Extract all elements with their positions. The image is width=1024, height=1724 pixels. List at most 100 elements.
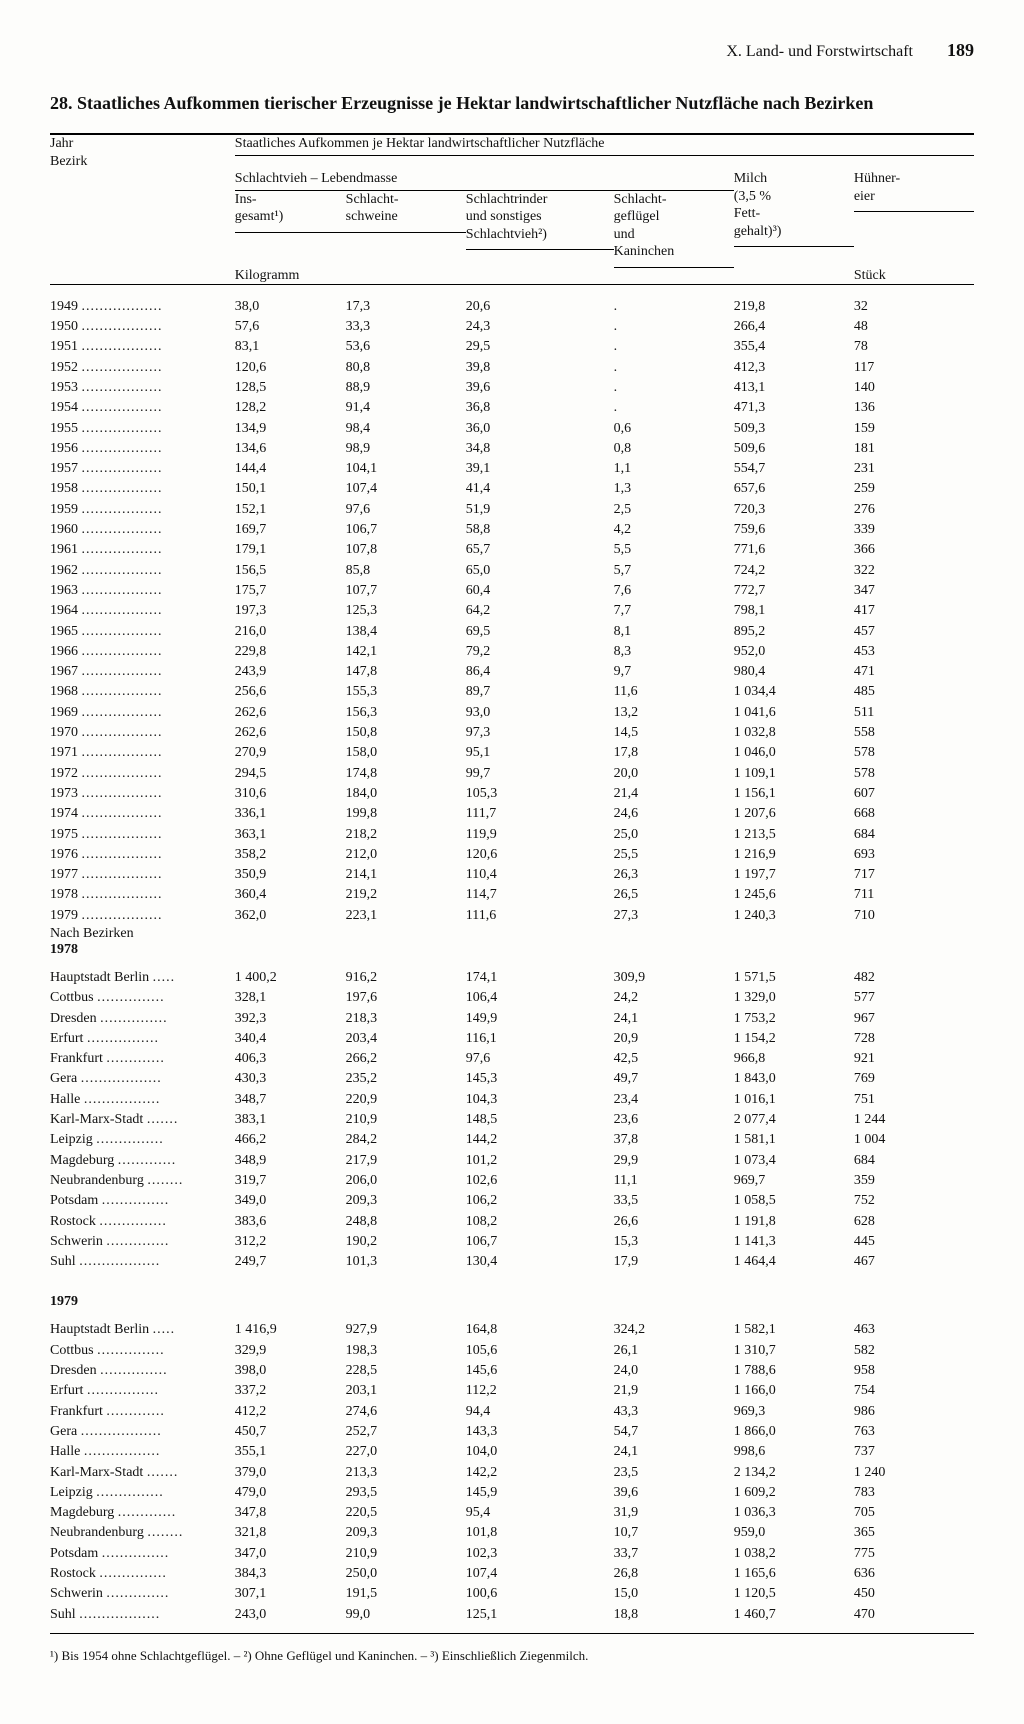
cell: 1 016,1 <box>734 1090 854 1110</box>
cell: 1 464,4 <box>734 1252 854 1272</box>
cell: 2,5 <box>614 500 734 520</box>
cell: 106,7 <box>466 1232 614 1252</box>
cell: 466,2 <box>235 1130 346 1150</box>
cell: 88,9 <box>346 378 466 398</box>
table-row: 1951 ..................83,153,629,5.355,… <box>50 337 974 357</box>
head-milch: Milch (3,5 % Fett- gehalt)³) <box>734 170 854 268</box>
cell: 99,0 <box>346 1605 466 1625</box>
cell: 328,1 <box>235 988 346 1008</box>
cell: 783 <box>854 1483 974 1503</box>
cell: 1 216,9 <box>734 845 854 865</box>
cell: 379,0 <box>235 1463 346 1483</box>
cell: 348,7 <box>235 1090 346 1110</box>
cell: 212,0 <box>346 845 466 865</box>
cell: 101,8 <box>466 1523 614 1543</box>
cell: 2 134,2 <box>734 1463 854 1483</box>
cell: . <box>614 398 734 418</box>
row-label: Gera .................. <box>50 1422 235 1442</box>
row-label: Leipzig ............... <box>50 1483 235 1503</box>
cell: . <box>614 358 734 378</box>
head-eier: Hühner- eier <box>854 170 974 268</box>
cell: 89,7 <box>466 682 614 702</box>
cell: 2 077,4 <box>734 1110 854 1130</box>
cell: 97,6 <box>466 1049 614 1069</box>
cell: 33,5 <box>614 1191 734 1211</box>
cell: 243,9 <box>235 662 346 682</box>
year-1978-label: 1978 <box>50 942 974 968</box>
cell: 485 <box>854 682 974 702</box>
cell: 155,3 <box>346 682 466 702</box>
table-row: 1979 ..................362,0223,1111,627… <box>50 906 974 926</box>
table-row: 1975 ..................363,1218,2119,925… <box>50 825 974 845</box>
year-1979-label: 1979 <box>50 1272 974 1320</box>
row-label: Neubrandenburg ........ <box>50 1171 235 1191</box>
cell: 49,7 <box>614 1069 734 1089</box>
cell: 607 <box>854 784 974 804</box>
cell: 309,9 <box>614 968 734 988</box>
cell: 1 571,5 <box>734 968 854 988</box>
cell: 921 <box>854 1049 974 1069</box>
cell: 79,2 <box>466 642 614 662</box>
cell: 18,8 <box>614 1605 734 1625</box>
cell: 1 843,0 <box>734 1069 854 1089</box>
table-row: Neubrandenburg ........321,8209,3101,810… <box>50 1523 974 1543</box>
head-c3: Schlachtrinder und sonstiges Schlachtvie… <box>466 191 614 268</box>
cell: 98,4 <box>346 419 466 439</box>
cell: 36,8 <box>466 398 614 418</box>
cell: 347,0 <box>235 1544 346 1564</box>
data-table: Jahr Bezirk Staatliches Aufkommen je Hek… <box>50 135 974 1625</box>
cell: 1 213,5 <box>734 825 854 845</box>
cell: 259 <box>854 479 974 499</box>
cell: 578 <box>854 743 974 763</box>
cell: 48 <box>854 317 974 337</box>
cell: 1 154,2 <box>734 1029 854 1049</box>
cell: 482 <box>854 968 974 988</box>
cell: 1 244 <box>854 1110 974 1130</box>
cell: 97,6 <box>346 500 466 520</box>
row-label: Rostock ............... <box>50 1564 235 1584</box>
cell: 1 041,6 <box>734 703 854 723</box>
cell: 128,5 <box>235 378 346 398</box>
table-row: Neubrandenburg ........319,7206,0102,611… <box>50 1171 974 1191</box>
cell: 83,1 <box>235 337 346 357</box>
cell: 125,3 <box>346 601 466 621</box>
cell: 235,2 <box>346 1069 466 1089</box>
cell: 256,6 <box>235 682 346 702</box>
cell: 42,5 <box>614 1049 734 1069</box>
row-label: 1953 .................. <box>50 378 235 398</box>
cell: . <box>614 337 734 357</box>
cell: 25,0 <box>614 825 734 845</box>
table-row: 1955 ..................134,998,436,00,65… <box>50 419 974 439</box>
table-row: 1976 ..................358,2212,0120,625… <box>50 845 974 865</box>
row-label: Magdeburg ............. <box>50 1503 235 1523</box>
cell: 270,9 <box>235 743 346 763</box>
row-label: Frankfurt ............. <box>50 1402 235 1422</box>
cell: 138,4 <box>346 622 466 642</box>
cell: 227,0 <box>346 1442 466 1462</box>
cell: 769 <box>854 1069 974 1089</box>
cell: 231 <box>854 459 974 479</box>
cell: 5,7 <box>614 561 734 581</box>
cell: 104,0 <box>466 1442 614 1462</box>
cell: 1 073,4 <box>734 1151 854 1171</box>
table-row: 1971 ..................270,9158,095,117,… <box>50 743 974 763</box>
cell: 174,8 <box>346 764 466 784</box>
cell: 684 <box>854 1151 974 1171</box>
cell: 705 <box>854 1503 974 1523</box>
cell: 38,0 <box>235 297 346 317</box>
cell: 398,0 <box>235 1361 346 1381</box>
cell: 347 <box>854 581 974 601</box>
cell: 986 <box>854 1402 974 1422</box>
cell: 307,1 <box>235 1584 346 1604</box>
footnote: ¹) Bis 1954 ohne Schlachtgeflügel. – ²) … <box>50 1648 974 1664</box>
cell: 101,2 <box>466 1151 614 1171</box>
cell: 10,7 <box>614 1523 734 1543</box>
cell: 582 <box>854 1341 974 1361</box>
cell: 39,6 <box>614 1483 734 1503</box>
cell: 214,1 <box>346 865 466 885</box>
table-row: Gera ..................450,7252,7143,354… <box>50 1422 974 1442</box>
cell: 136 <box>854 398 974 418</box>
cell: 117 <box>854 358 974 378</box>
table-row: Leipzig ...............479,0293,5145,939… <box>50 1483 974 1503</box>
row-label: 1978 .................. <box>50 885 235 905</box>
